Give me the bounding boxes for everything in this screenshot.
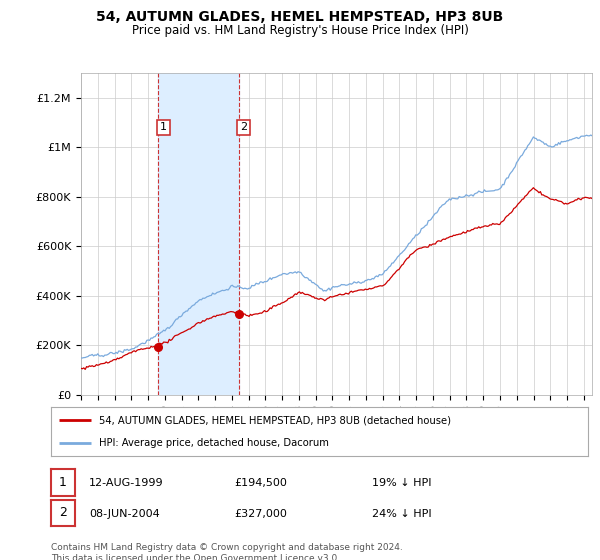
Text: 1: 1 [160,122,167,132]
Text: 24% ↓ HPI: 24% ↓ HPI [372,508,431,519]
Text: HPI: Average price, detached house, Dacorum: HPI: Average price, detached house, Daco… [100,438,329,448]
Text: 08-JUN-2004: 08-JUN-2004 [89,508,160,519]
Text: £194,500: £194,500 [234,478,287,488]
Text: 2: 2 [59,506,67,520]
Text: 2: 2 [240,122,247,132]
Text: Contains HM Land Registry data © Crown copyright and database right 2024.
This d: Contains HM Land Registry data © Crown c… [51,543,403,560]
Text: Price paid vs. HM Land Registry's House Price Index (HPI): Price paid vs. HM Land Registry's House … [131,24,469,36]
Text: 12-AUG-1999: 12-AUG-1999 [89,478,163,488]
Text: £327,000: £327,000 [234,508,287,519]
Bar [158,73,239,395]
Text: 54, AUTUMN GLADES, HEMEL HEMPSTEAD, HP3 8UB: 54, AUTUMN GLADES, HEMEL HEMPSTEAD, HP3 … [97,10,503,24]
Text: 54, AUTUMN GLADES, HEMEL HEMPSTEAD, HP3 8UB (detached house): 54, AUTUMN GLADES, HEMEL HEMPSTEAD, HP3 … [100,416,451,426]
Text: 19% ↓ HPI: 19% ↓ HPI [372,478,431,488]
Text: 1: 1 [59,475,67,489]
